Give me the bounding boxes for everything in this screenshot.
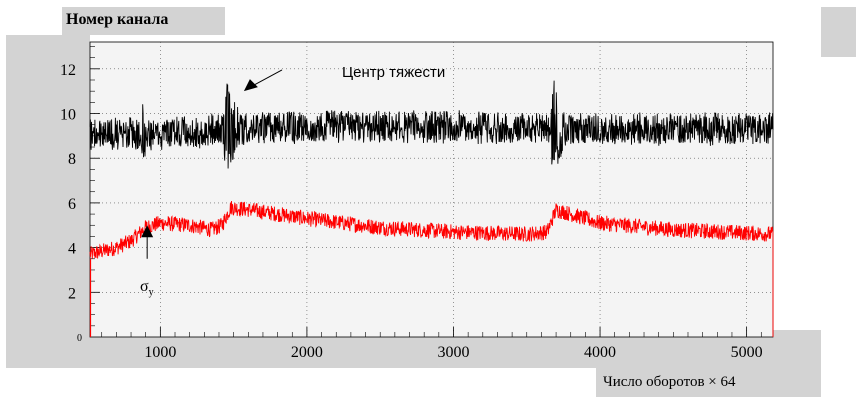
x-tick-label: 3000	[437, 344, 469, 361]
annotation-arrow-line	[251, 69, 283, 87]
y-zero-mark: 0	[77, 333, 82, 344]
x-tick-label: 2000	[291, 344, 323, 361]
series-sigma-y-line	[89, 200, 774, 337]
y-tick-label: 6	[68, 196, 76, 213]
series-layer	[89, 80, 774, 337]
plot-area	[89, 41, 774, 338]
x-tick-label: 4000	[584, 344, 616, 361]
x-tick-label: 1000	[144, 344, 176, 361]
frame-xlabel-box	[596, 364, 821, 397]
y-tick-label: 2	[68, 285, 76, 302]
annotation-center-of-gravity: Центр тяжести	[342, 64, 445, 81]
series-center-of-gravity-line	[89, 80, 774, 169]
frame-right-box	[821, 7, 856, 57]
annotation-arrow-head	[243, 79, 258, 92]
y-axis: 2 4 6 8 10 12 0	[60, 46, 100, 344]
y-tick-label: 12	[60, 62, 76, 79]
annotations: Центр тяжести σy	[140, 64, 445, 298]
frame-left	[6, 35, 90, 347]
frame-top-left	[62, 7, 225, 35]
x-axis-title: Число оборотов × 64	[603, 374, 736, 390]
y-tick-label: 8	[68, 151, 76, 168]
x-axis: 1000 2000 3000 4000 5000	[101, 327, 763, 361]
y-axis-title: Номер канала	[66, 11, 169, 28]
y-tick-label: 4	[68, 241, 76, 258]
sigma-arrow-head	[141, 225, 154, 238]
y-tick-label: 10	[60, 107, 76, 124]
x-tick-label: 5000	[731, 344, 763, 361]
